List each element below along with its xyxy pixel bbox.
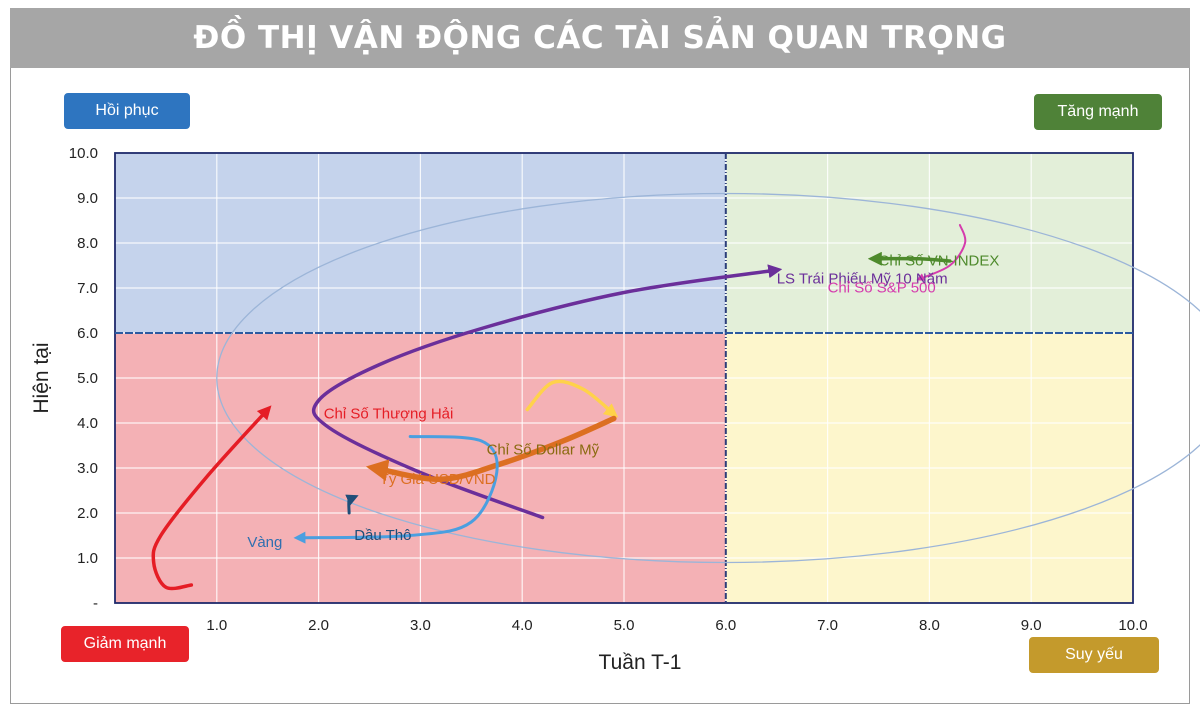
- series-line-chi-so-thuong-hai: [151, 405, 272, 591]
- chart-frame: [10, 68, 1190, 704]
- x-tick-label: 10.0: [1118, 617, 1147, 634]
- x-tick-label: 6.0: [715, 617, 736, 634]
- series-label: Dầu Thô: [354, 527, 411, 544]
- page-title: ĐỒ THỊ VẬN ĐỘNG CÁC TÀI SẢN QUAN TRỌNG: [193, 20, 1007, 56]
- y-tick-label: 2.0: [77, 505, 98, 522]
- series-label: Chỉ Số Dollar Mỹ: [487, 442, 600, 459]
- x-tick-label: 9.0: [1021, 617, 1042, 634]
- title-bar: ĐỒ THỊ VẬN ĐỘNG CÁC TÀI SẢN QUAN TRỌNG: [10, 8, 1190, 68]
- series-label: LS Trái Phiếu Mỹ 10 Năm: [777, 271, 948, 288]
- series-label: Vàng: [247, 534, 282, 551]
- series-line-chi-so-s-p-500: [916, 224, 967, 281]
- x-tick-label: 2.0: [308, 617, 329, 634]
- series-label: Chỉ Số S&P 500: [828, 280, 936, 297]
- y-tick-label: 5.0: [77, 370, 98, 387]
- quadrant-label-bottom-left: Giảm mạnh: [61, 626, 189, 662]
- quadrant-label-top-left: Hồi phục: [64, 93, 190, 129]
- series-line-chi-so-dollar-my: [525, 379, 619, 418]
- series-line-dau-tho: [345, 494, 359, 515]
- y-tick-label: 9.0: [77, 190, 98, 207]
- x-tick-label: 4.0: [512, 617, 533, 634]
- x-axis-label: Tuần T-1: [599, 651, 682, 674]
- series-line-chi-so-vn-index: [867, 251, 952, 266]
- plot-border: [114, 152, 1134, 604]
- x-tick-label: 3.0: [410, 617, 431, 634]
- y-tick-label: 10.0: [69, 145, 98, 162]
- y-tick-label: -: [93, 595, 98, 612]
- quadrant-label-bottom-right: Suy yếu: [1029, 637, 1159, 673]
- series-label: Chỉ Số Thượng Hải: [324, 406, 454, 423]
- x-tick-label: 7.0: [817, 617, 838, 634]
- y-tick-label: 3.0: [77, 460, 98, 477]
- y-tick-label: 1.0: [77, 550, 98, 567]
- y-tick-label: 6.0: [77, 325, 98, 342]
- quadrant-label-top-right: Tăng mạnh: [1034, 94, 1162, 130]
- y-axis-label: Hiện tại: [30, 342, 53, 413]
- series-line-ls-trai-phieu-my-10-nam: [311, 264, 783, 520]
- series-label: Tỷ Giá USD/VND: [380, 471, 496, 488]
- y-tick-label: 4.0: [77, 415, 98, 432]
- cycle-ellipse: [216, 192, 1200, 564]
- series-line-vang: [293, 435, 499, 544]
- y-tick-label: 8.0: [77, 235, 98, 252]
- x-tick-label: 1.0: [206, 617, 227, 634]
- y-tick-label: 7.0: [77, 280, 98, 297]
- x-tick-label: 5.0: [614, 617, 635, 634]
- x-tick-label: 8.0: [919, 617, 940, 634]
- series-label: Chỉ Số VN-INDEX: [879, 253, 1000, 270]
- series-line-ty-gia-usd-vnd: [365, 415, 617, 483]
